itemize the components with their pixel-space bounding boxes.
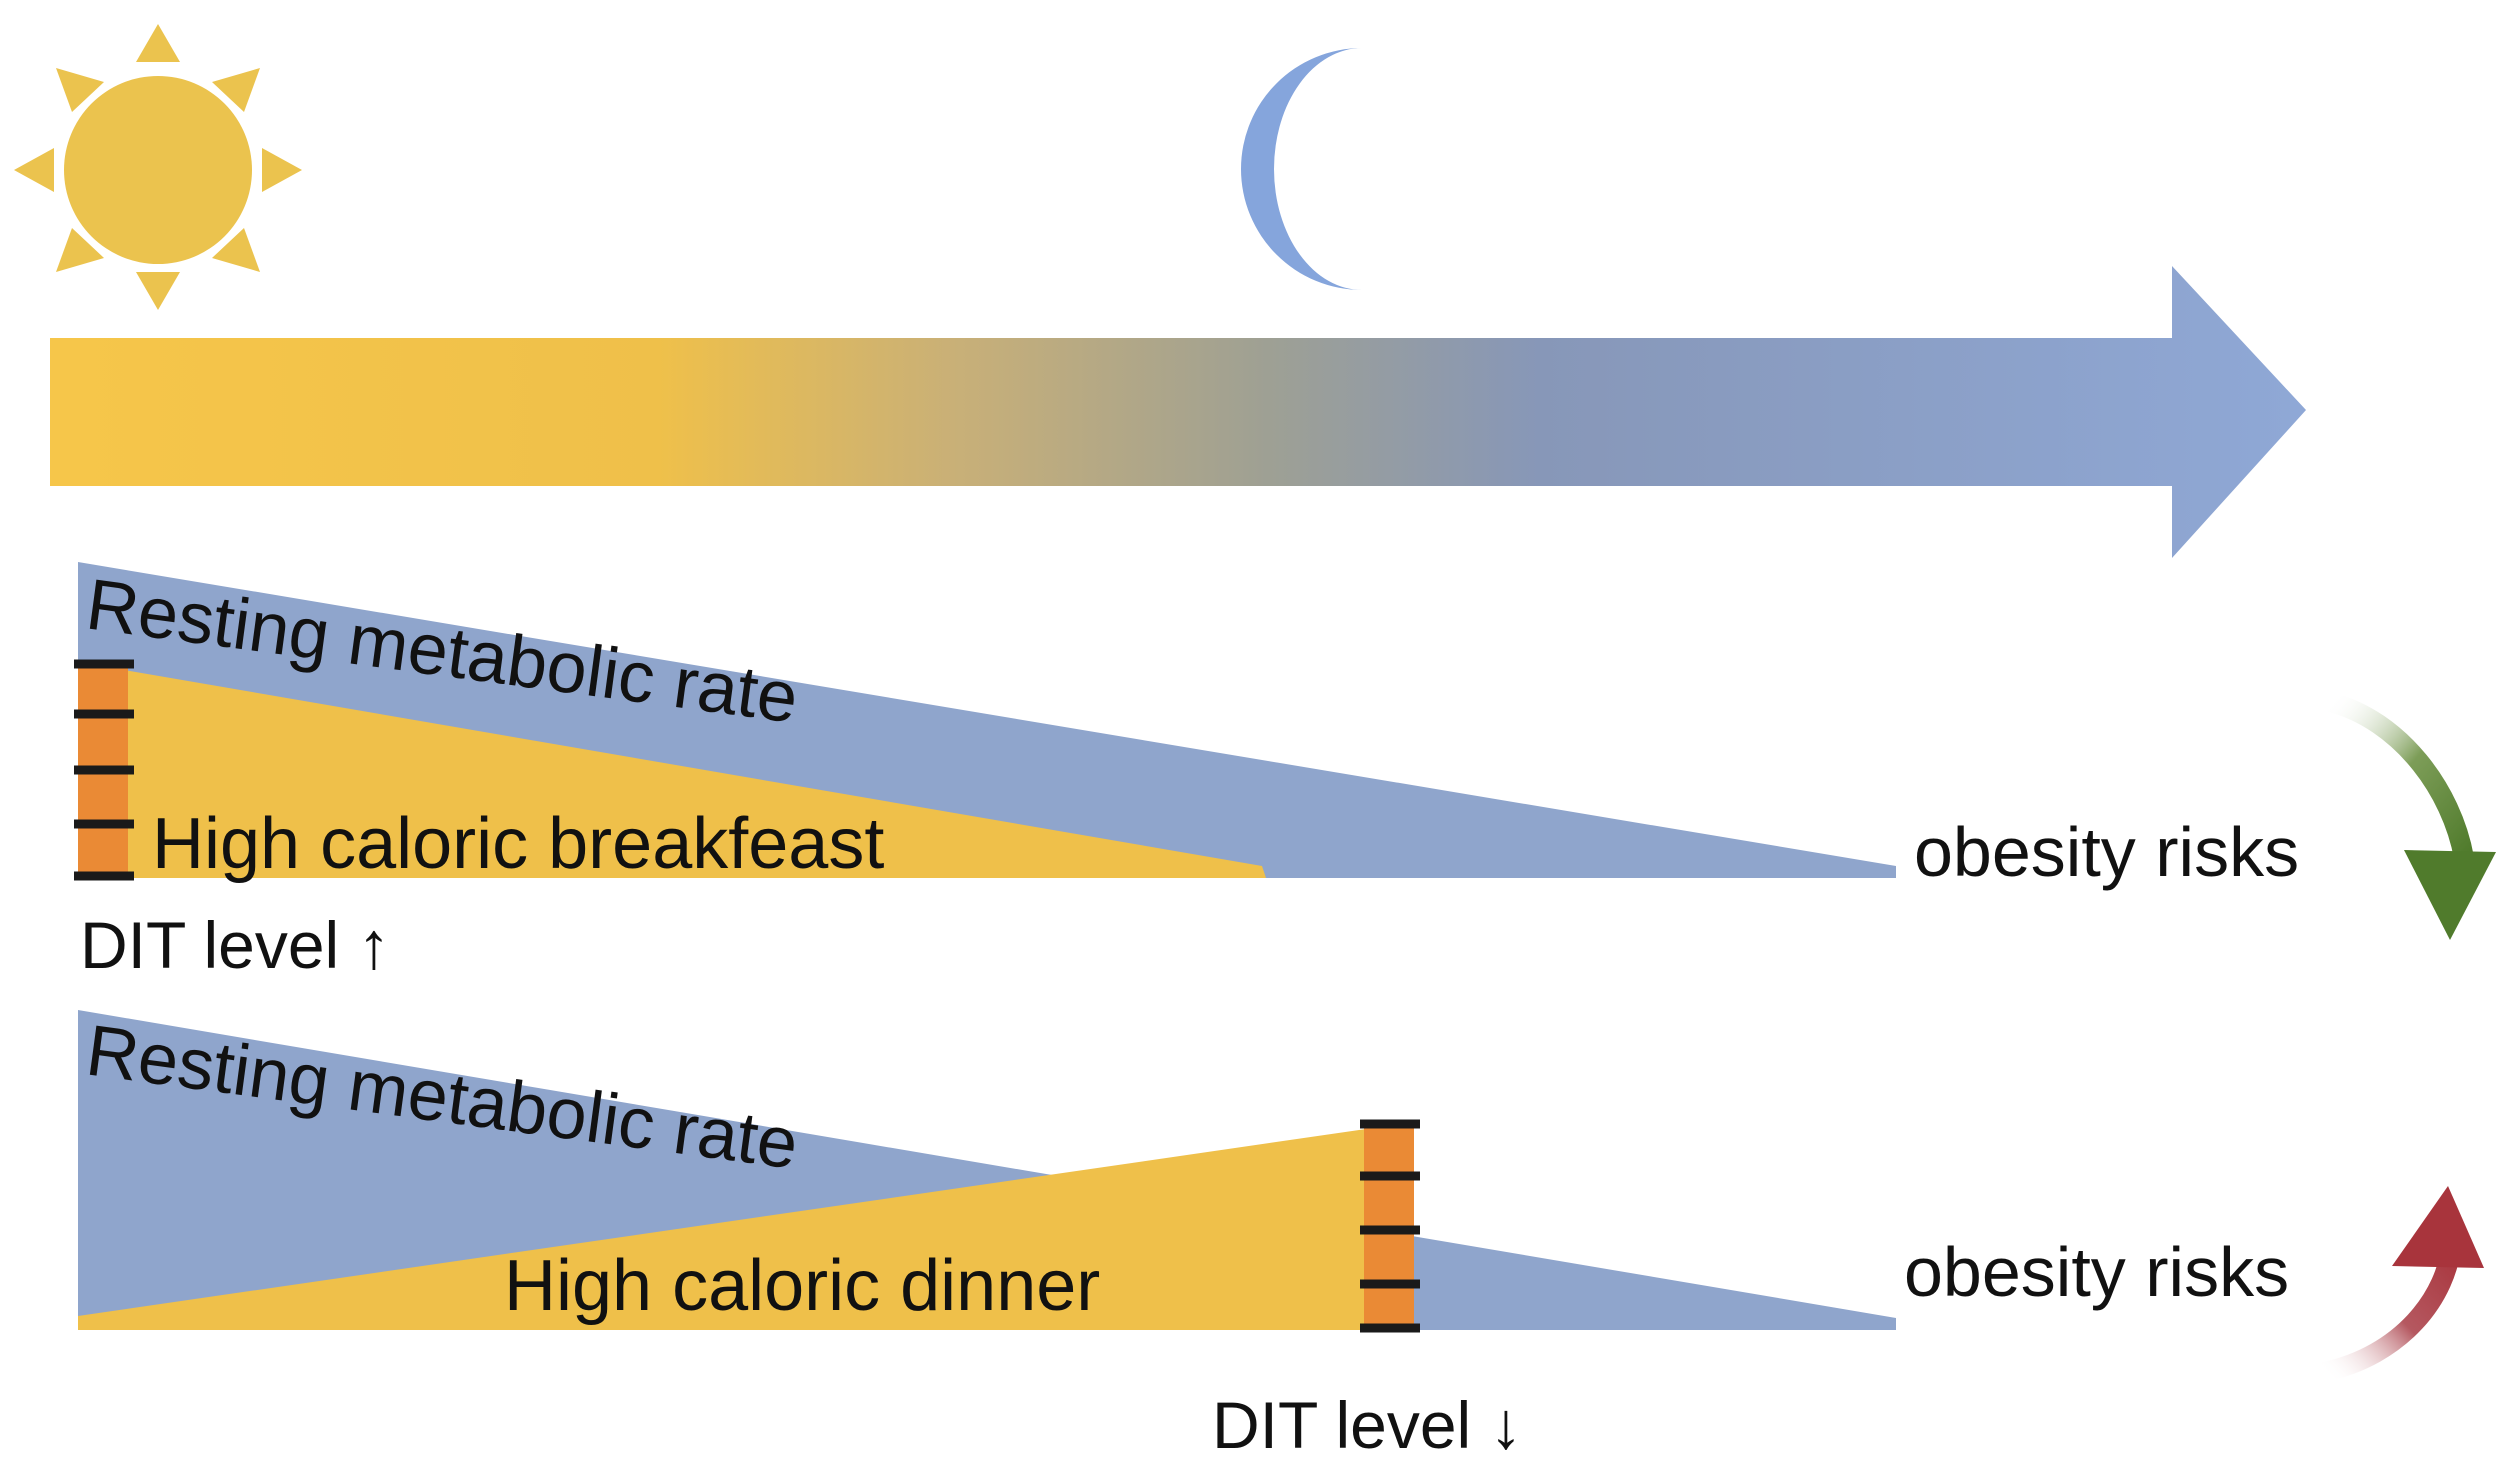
dit-ticks (74, 659, 134, 881)
moon-icon (1241, 48, 1362, 290)
dit-level-label: DIT level ↑ (80, 908, 391, 982)
day-night-arrow (50, 266, 2306, 558)
dinner-meal-wedge (78, 1122, 1414, 1330)
resting-rate-wedge (78, 1010, 1896, 1330)
dinner-panel: Resting metabolic rate High caloric dinn… (78, 1010, 2484, 1462)
breakfast-panel: Resting metabolic rate High caloric brea… (74, 562, 2496, 982)
obesity-risk-label: obesity risks (1904, 1233, 2289, 1311)
dit-level-label: DIT level ↓ (1212, 1388, 1523, 1462)
breakfast-meal-wedge (78, 662, 1266, 878)
curved-down-arrow-icon (2320, 692, 2496, 940)
dit-up-arrow: ↑ (358, 908, 391, 982)
meal-label: High caloric dinner (504, 1246, 1100, 1326)
meal-label: High caloric breakfeast (152, 804, 884, 884)
dit-down-arrow: ↓ (1490, 1388, 1523, 1462)
obesity-risk-label: obesity risks (1914, 813, 2299, 891)
dit-ticks (1360, 1119, 1420, 1333)
curved-up-arrow-icon (2314, 1186, 2484, 1382)
sun-icon (14, 24, 302, 310)
